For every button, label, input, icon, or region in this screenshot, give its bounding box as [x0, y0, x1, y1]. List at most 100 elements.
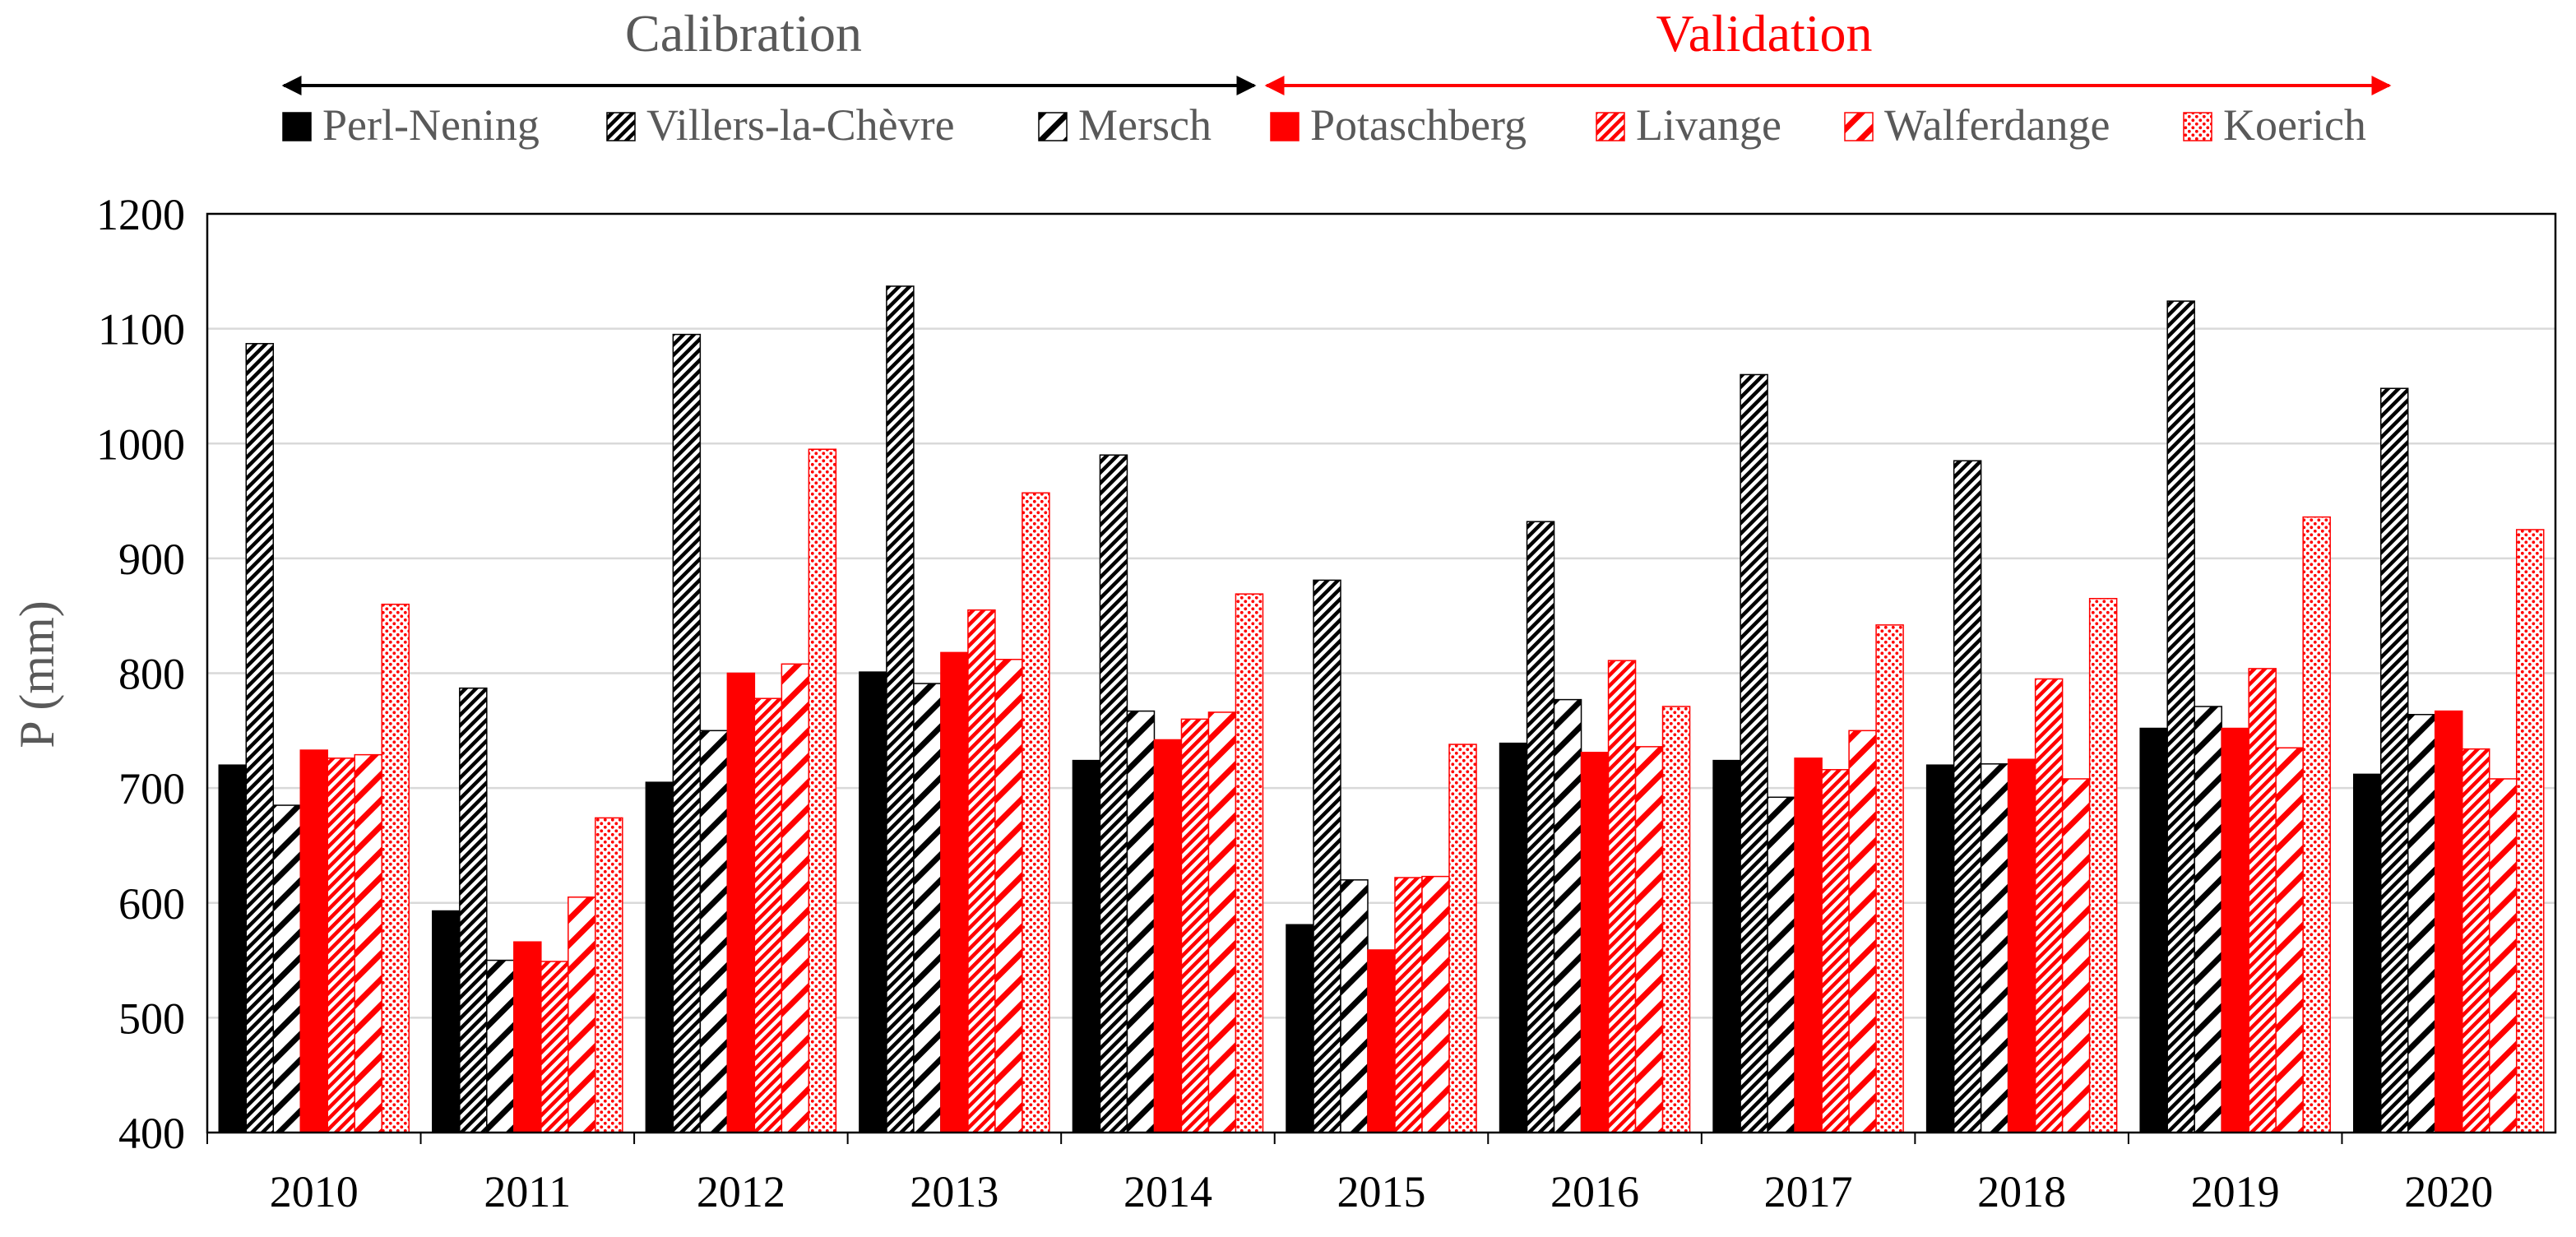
bar-potaschberg-2012: [726, 672, 756, 1133]
bar-walferdange-2018: [2061, 778, 2091, 1133]
legend-label: Villers-la-Chèvre: [646, 100, 955, 150]
x-tick-label: 2014: [1124, 1167, 1212, 1216]
bar-koerich-2016: [1661, 706, 1691, 1133]
bar-mersch-2020: [2407, 714, 2436, 1133]
x-tick-label: 2011: [484, 1167, 571, 1216]
legend-label: Perl-Nening: [322, 100, 540, 150]
bar-villers-la-ch-vre-2018: [1953, 460, 1982, 1133]
bar-perl-nening-2016: [1499, 742, 1528, 1133]
bar-potaschberg-2010: [299, 749, 329, 1133]
bar-villers-la-ch-vre-2017: [1740, 373, 1768, 1133]
legend-label: Walferdange: [1884, 100, 2110, 150]
bar-mersch-2011: [486, 959, 515, 1133]
bar-koerich-2012: [808, 448, 837, 1133]
bar-livange-2010: [327, 757, 356, 1133]
bar-perl-nening-2013: [859, 671, 887, 1133]
x-tick-label: 2010: [270, 1167, 359, 1216]
bar-potaschberg-2019: [2221, 727, 2249, 1133]
bar-mersch-2016: [1553, 698, 1582, 1133]
bar-perl-nening-2018: [1925, 764, 1955, 1133]
bar-potaschberg-2013: [940, 651, 969, 1133]
bar-koerich-2014: [1235, 593, 1264, 1133]
bar-potaschberg-2020: [2434, 710, 2463, 1133]
bar-livange-2019: [2248, 668, 2277, 1133]
bar-walferdange-2011: [568, 896, 596, 1133]
bar-mersch-2010: [272, 804, 302, 1133]
period-label-validation: Validation: [1656, 4, 1872, 63]
period-label-calibration: Calibration: [625, 4, 862, 63]
legend: Perl-Nening Villers-la-Chèvre Mersch Potasc…: [282, 100, 2366, 150]
bar-koerich-2018: [2088, 597, 2118, 1133]
y-tick-label: 700: [118, 764, 185, 813]
x-tick-label: 2017: [1764, 1167, 1853, 1216]
y-tick-label: 1100: [98, 305, 185, 354]
legend-swatch-koerich: [2183, 112, 2212, 141]
bar-walferdange-2012: [781, 663, 810, 1133]
bar-livange-2016: [1607, 660, 1637, 1133]
legend-swatch-walferdange: [1844, 112, 1874, 141]
bar-livange-2017: [1821, 769, 1850, 1133]
bar-walferdange-2017: [1848, 730, 1877, 1133]
x-tick-label: 2020: [2404, 1167, 2493, 1216]
bar-perl-nening-2019: [2139, 727, 2168, 1133]
bar-walferdange-2015: [1421, 875, 1450, 1133]
bar-mersch-2015: [1340, 879, 1369, 1133]
x-tick-label: 2015: [1337, 1167, 1426, 1216]
legend-swatch-livange: [1596, 112, 1625, 141]
bar-koerich-2013: [1022, 492, 1050, 1133]
y-tick-label: 500: [118, 994, 185, 1043]
bar-livange-2020: [2461, 748, 2490, 1133]
bar-potaschberg-2014: [1153, 739, 1183, 1133]
bar-villers-la-ch-vre-2016: [1526, 521, 1555, 1133]
bar-mersch-2014: [1126, 710, 1156, 1133]
x-tick-label: 2016: [1550, 1167, 1639, 1216]
bar-livange-2014: [1180, 718, 1210, 1133]
y-tick-label: 1000: [96, 419, 185, 469]
bar-livange-2012: [753, 697, 783, 1133]
bar-walferdange-2019: [2275, 747, 2304, 1133]
y-axis-ticks: 400 500 600 700 800 900 1000 1100 1200: [96, 190, 185, 1158]
bar-villers-la-ch-vre-2020: [2379, 387, 2409, 1133]
bar-mersch-2012: [699, 730, 729, 1133]
bar-livange-2011: [540, 961, 569, 1133]
bar-mersch-2017: [1767, 796, 1795, 1133]
bar-koerich-2010: [381, 603, 410, 1133]
bar-potaschberg-2015: [1367, 949, 1396, 1133]
bar-koerich-2015: [1448, 744, 1477, 1133]
y-tick-label: 400: [118, 1109, 185, 1158]
legend-swatch-mersch: [1038, 112, 1068, 141]
legend-label: Mersch: [1078, 100, 1212, 150]
bar-livange-2015: [1394, 877, 1423, 1133]
y-tick-label: 900: [118, 535, 185, 584]
legend-swatch-potaschberg: [1270, 112, 1300, 141]
bar-perl-nening-2010: [218, 764, 248, 1133]
bar-potaschberg-2017: [1794, 757, 1823, 1133]
y-tick-label: 600: [118, 879, 185, 929]
bar-potaschberg-2018: [2007, 758, 2036, 1133]
bar-koerich-2011: [595, 817, 623, 1133]
legend-label: Livange: [1636, 100, 1781, 150]
x-tick-label: 2019: [2191, 1167, 2280, 1216]
bar-potaschberg-2011: [513, 941, 542, 1133]
legend-swatch-villers-la-ch-vre: [606, 112, 636, 141]
y-axis-label: P (mm): [10, 600, 64, 748]
bar-livange-2013: [967, 609, 996, 1133]
bar-koerich-2017: [1875, 624, 1904, 1133]
bar-livange-2018: [2034, 678, 2064, 1133]
plot-frame: [206, 212, 2557, 1134]
legend-label: Potaschberg: [1310, 100, 1527, 150]
bar-koerich-2020: [2515, 529, 2545, 1133]
bar-perl-nening-2020: [2352, 773, 2382, 1133]
x-tick-label: 2012: [697, 1167, 785, 1216]
bar-villers-la-ch-vre-2011: [459, 687, 488, 1133]
legend-label: Koerich: [2223, 100, 2366, 150]
x-tick-label: 2013: [910, 1167, 998, 1216]
bar-villers-la-ch-vre-2019: [2166, 300, 2195, 1133]
x-axis-ticks: 2010 2011 2012 2013 2014 2015 2016 2017 2018 2019…: [206, 1133, 2493, 1216]
bar-perl-nening-2014: [1072, 759, 1101, 1133]
bar-villers-la-ch-vre-2010: [245, 343, 275, 1133]
bar-mersch-2018: [1980, 763, 2009, 1133]
bar-perl-nening-2011: [432, 910, 461, 1133]
bar-perl-nening-2017: [1712, 759, 1741, 1133]
